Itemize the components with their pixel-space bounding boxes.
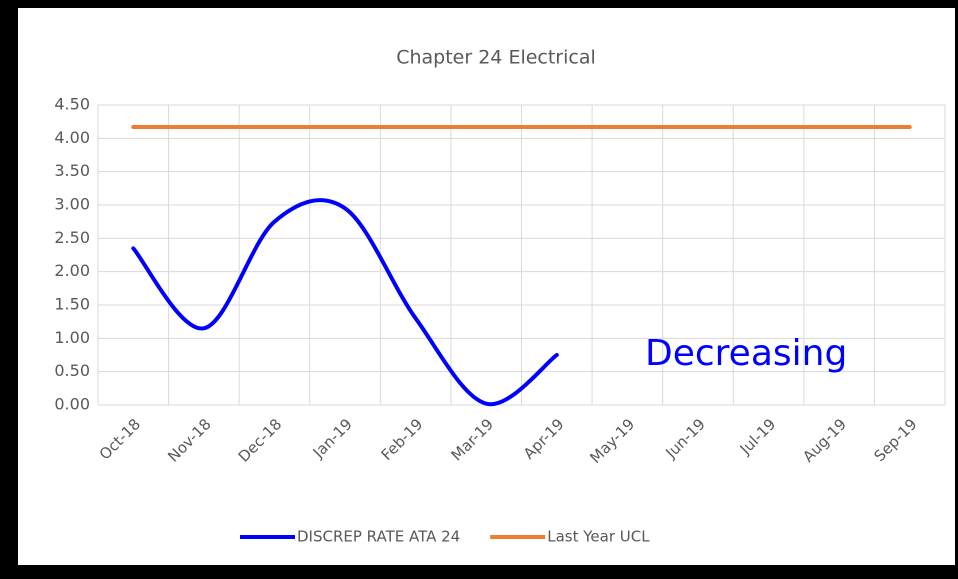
- legend-label: DISCREP RATE ATA 24: [297, 528, 460, 546]
- y-tick-label: 4.50: [54, 95, 90, 114]
- annotation: Decreasing: [645, 333, 847, 374]
- chart-panel: [18, 8, 955, 565]
- y-tick-label: 0.50: [54, 361, 90, 380]
- y-tick-label: 2.00: [54, 261, 90, 280]
- y-tick-label: 0.00: [54, 395, 90, 414]
- y-tick-label: 1.00: [54, 328, 90, 347]
- y-tick-label: 3.00: [54, 195, 90, 214]
- y-tick-label: 1.50: [54, 295, 90, 314]
- legend-label: Last Year UCL: [547, 528, 650, 546]
- y-tick-label: 4.00: [54, 128, 90, 147]
- y-tick-label: 2.50: [54, 228, 90, 247]
- chart-title: Chapter 24 Electrical: [396, 47, 596, 69]
- y-tick-label: 3.50: [54, 161, 90, 180]
- series-line: [131, 198, 559, 407]
